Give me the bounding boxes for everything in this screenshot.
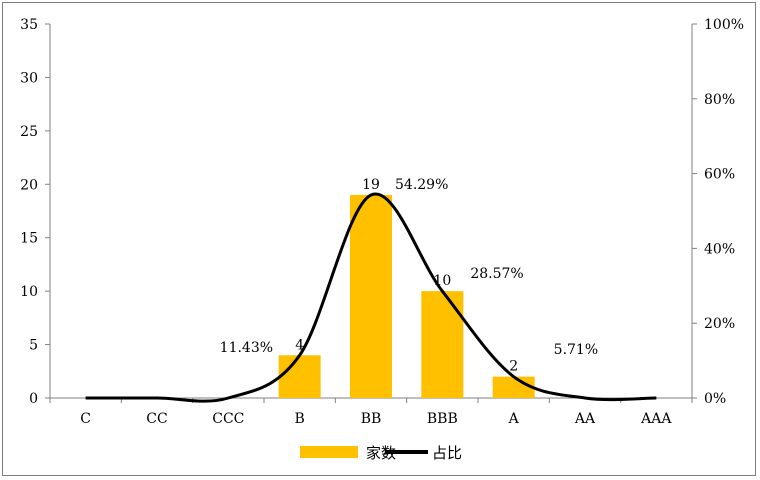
- bar: [492, 376, 535, 398]
- right-axis-tick-label: 80%: [704, 92, 735, 108]
- left-axis-tick-label: 35: [20, 17, 38, 33]
- x-axis: C CC CCC B BB BBB A AA AAA: [49, 397, 693, 427]
- left-axis-tick-label: 25: [20, 124, 38, 140]
- line-series: [85, 192, 657, 403]
- x-axis-tick-label: BB: [361, 411, 382, 427]
- x-axis-tick-label: A: [508, 411, 520, 427]
- right-axis-tick-label: 0%: [704, 391, 726, 407]
- legend: 家数 占比: [300, 444, 462, 462]
- right-y-axis: 0% 20% 40% 60% 80% 100%: [691, 17, 744, 407]
- legend-swatch-bar: [300, 446, 358, 458]
- bar-data-label: 4: [295, 337, 304, 353]
- line-data-label: 5.71%: [554, 342, 598, 358]
- data-labels: 4 19 10 2 11.43% 54.29% 28.57% 5.71%: [220, 177, 598, 375]
- legend-label-bar: 家数: [366, 444, 396, 462]
- bar: [421, 291, 464, 398]
- x-axis-tick-label: AAA: [640, 411, 672, 427]
- left-axis-tick-label: 0: [29, 391, 38, 407]
- x-axis-tick-label: AA: [574, 411, 596, 427]
- bar-data-label: 2: [509, 359, 518, 375]
- left-axis-tick-label: 10: [20, 284, 38, 300]
- line-path: [85, 192, 657, 403]
- line-data-label: 54.29%: [395, 177, 448, 193]
- x-axis-tick-label: CC: [146, 411, 167, 427]
- left-axis-tick-label: 5: [29, 338, 38, 354]
- bar-data-label: 19: [362, 177, 380, 193]
- left-y-axis: 0 5 10 15 20 25 30 35: [20, 17, 51, 407]
- right-axis-tick-label: 40%: [704, 241, 735, 257]
- x-axis-tick-label: BBB: [427, 411, 458, 427]
- right-axis-tick-label: 20%: [704, 316, 735, 332]
- bar: [350, 194, 392, 398]
- left-axis-tick-label: 30: [20, 70, 38, 86]
- x-axis-tick-label: C: [80, 411, 91, 427]
- right-axis-tick-label: 60%: [704, 167, 735, 183]
- bar-series: [278, 194, 535, 398]
- bar-data-label: 10: [433, 273, 451, 289]
- x-axis-tick-label: B: [295, 411, 305, 427]
- bar: [278, 355, 321, 398]
- x-axis-tick-label: CCC: [212, 411, 244, 427]
- line-data-label: 28.57%: [470, 266, 523, 282]
- left-axis-tick-label: 15: [20, 231, 38, 247]
- line-data-label: 11.43%: [220, 340, 273, 356]
- left-axis-tick-label: 20: [20, 177, 38, 193]
- legend-label-line: 占比: [432, 444, 462, 462]
- right-axis-tick-label: 100%: [704, 17, 744, 33]
